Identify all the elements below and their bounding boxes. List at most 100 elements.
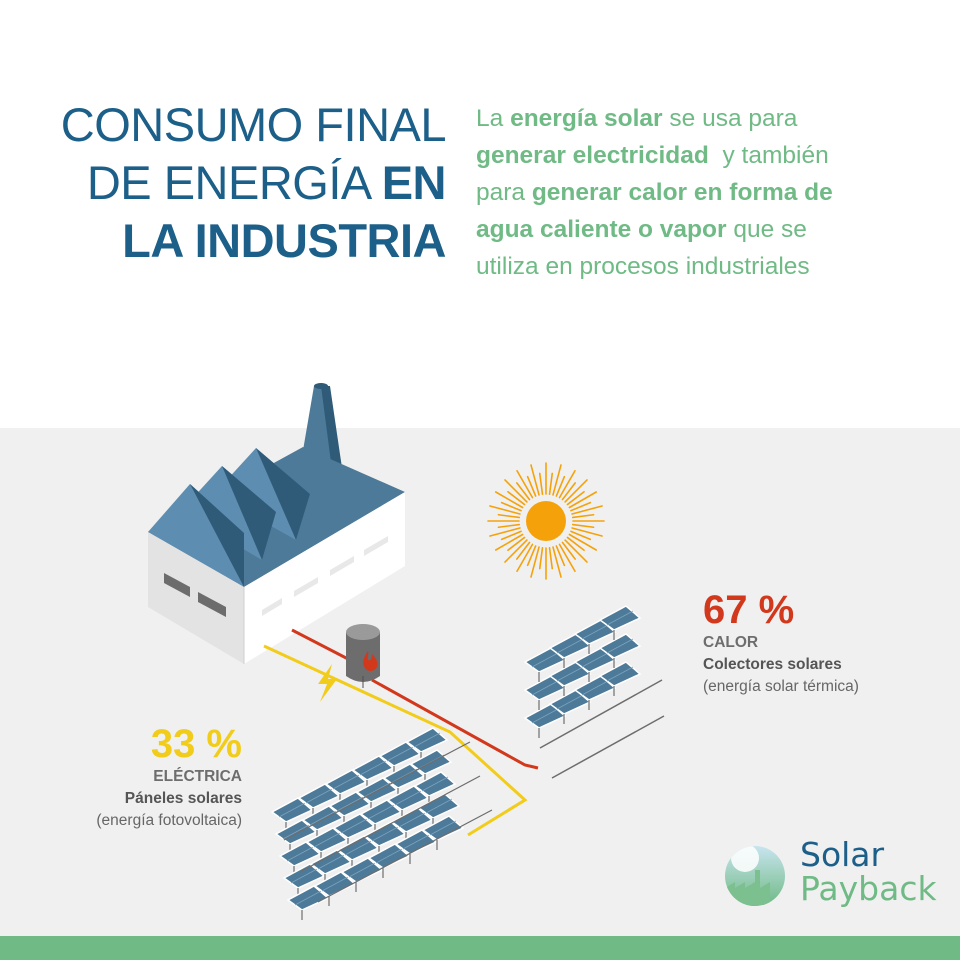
solar-collector-array — [523, 605, 665, 779]
flame-icon — [363, 651, 378, 671]
footer-bar — [0, 936, 960, 960]
sun-ray — [558, 469, 576, 499]
heat-note: (energía solar térmica) — [703, 678, 859, 695]
solar-collector — [573, 647, 617, 682]
intro-emphasis: energía solar — [510, 105, 663, 132]
sun-ray — [552, 464, 562, 496]
sun-ray — [515, 482, 531, 501]
sun-ray — [564, 539, 588, 563]
intro-text-part: se usa para — [662, 105, 798, 132]
title-line-2: DE ENERGÍA EN — [61, 154, 447, 212]
electric-cable — [263, 644, 528, 837]
solar-collector — [548, 689, 592, 724]
electric-percentage: 33 % — [150, 722, 242, 766]
pv-panel — [313, 871, 357, 906]
sun-ray — [500, 501, 522, 512]
solar-collector — [598, 605, 642, 640]
stat-electric: 33 % ELÉCTRICA Páneles solares (energía … — [96, 722, 242, 832]
pv-panel — [301, 805, 345, 840]
pv-panel — [270, 797, 314, 832]
intro-text-part: para — [476, 179, 532, 206]
sun-ray — [561, 482, 577, 501]
sun-icon — [487, 462, 605, 580]
pv-panel — [274, 819, 318, 854]
intro-text-part: que se — [726, 216, 807, 243]
pv-panel — [305, 827, 349, 862]
sun-ray — [561, 541, 577, 560]
brand-word-payback: Payback — [800, 869, 937, 908]
intro-line-1: La energía solar se usa para — [476, 100, 946, 137]
pv-panel — [378, 741, 422, 776]
sun-ray — [555, 545, 566, 567]
title-line-3: LA INDUSTRIA — [122, 214, 446, 267]
solar-collector — [523, 675, 567, 710]
electric-type: ELÉCTRICA — [153, 768, 242, 785]
solar-payback-logo-icon — [725, 846, 785, 906]
sun-ray — [558, 543, 576, 573]
title-line-2-bold: EN — [381, 156, 447, 209]
intro-line-3: para generar calor en forma de — [476, 174, 946, 211]
sun-ray — [571, 523, 595, 529]
sun-ray — [548, 546, 554, 570]
pv-panel — [297, 783, 341, 818]
pv-panel — [340, 857, 384, 892]
solar-collector — [523, 647, 567, 682]
intro-line-4: agua caliente o vapor que se — [476, 211, 946, 248]
page-title: CONSUMO FINAL DE ENERGÍA EN LA INDUSTRIA — [60, 96, 447, 270]
sun-ray — [555, 475, 566, 497]
sun-ray — [571, 527, 603, 537]
pv-panel — [386, 785, 430, 820]
stat-heat: 67 % CALOR Colectores solares (energía s… — [703, 588, 859, 698]
sun-ray — [526, 545, 537, 567]
pv-panel — [286, 885, 330, 920]
sun-ray — [500, 530, 522, 541]
sun-ray — [494, 491, 524, 509]
solar-collector — [598, 661, 642, 696]
sun-ray — [566, 536, 585, 552]
intro-emphasis: generar electricidad — [476, 142, 709, 169]
pv-panel — [351, 755, 395, 790]
pv-panel — [309, 849, 353, 884]
brand-name: Solar Payback — [800, 838, 937, 906]
water-tank-icon — [346, 624, 380, 688]
pv-panel — [421, 815, 465, 850]
electric-technology: Páneles solares — [124, 790, 242, 807]
sun-ray — [504, 479, 528, 503]
sun-ray — [566, 490, 585, 506]
title-line-2-light: DE ENERGÍA — [86, 156, 382, 209]
sun-ray — [548, 472, 554, 496]
intro-text-part: y también — [708, 142, 829, 169]
intro-line-5: utiliza en procesos industriales — [476, 253, 810, 280]
sun-ray — [497, 513, 521, 519]
sun-ray — [516, 543, 534, 573]
electric-note: (energía fotovoltaica) — [96, 812, 242, 829]
sun-ray — [494, 533, 524, 551]
lightning-bolt-icon — [318, 664, 337, 702]
sun-ray — [538, 546, 544, 570]
pv-panel — [363, 821, 407, 856]
intro-text: La energía solar se usa para generar ele… — [476, 100, 946, 285]
sun-ray — [552, 546, 562, 578]
solar-collector — [523, 703, 567, 738]
intro-line-2: generar electricidad y también — [476, 137, 946, 174]
heat-percentage: 67 % — [703, 588, 795, 632]
sun-ray — [571, 505, 603, 515]
sun-ray — [570, 501, 592, 512]
sun-ray — [489, 527, 521, 537]
header-area — [0, 0, 960, 428]
sun-ray — [568, 533, 598, 551]
factory-illustration — [148, 383, 405, 664]
sun-ray — [526, 475, 537, 497]
sun-ray — [530, 546, 540, 578]
sun-ray — [504, 539, 528, 563]
pv-rail — [283, 741, 493, 903]
illustration-area — [0, 428, 960, 936]
sun-ray — [530, 464, 540, 496]
sun-ray — [489, 505, 521, 515]
heat-type: CALOR — [703, 634, 759, 651]
pv-panel — [405, 727, 449, 762]
solar-collector — [548, 633, 592, 668]
title-line-1: CONSUMO FINAL — [60, 98, 447, 151]
solar-collector — [573, 675, 617, 710]
